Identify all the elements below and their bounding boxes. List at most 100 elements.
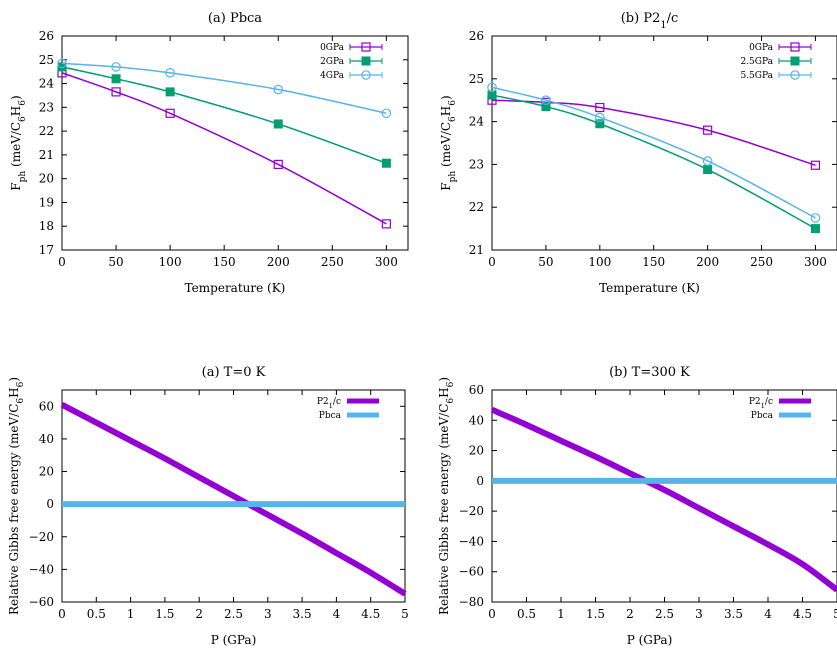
- data-point: [273, 159, 283, 169]
- legend-label: 0GPa: [749, 43, 774, 53]
- y-axis-label: Relative Gibbs free energy (meV/C6H6): [7, 377, 26, 615]
- x-tick-label: 4: [764, 607, 772, 621]
- y-tick-label: −80: [459, 595, 484, 609]
- x-tick-label: 1.5: [586, 607, 605, 621]
- x-tick-label: 150: [642, 255, 665, 269]
- x-axis-label: Temperature (K): [599, 281, 700, 295]
- legend-label: 0GPa: [320, 43, 345, 53]
- legend-label: 2.5GPa: [740, 57, 773, 67]
- data-point: [273, 84, 284, 95]
- series-2: [487, 82, 821, 223]
- data-point: [703, 125, 713, 135]
- data-point: [165, 68, 175, 78]
- y-axis-label: Fph (meV/C6H6): [439, 95, 458, 190]
- x-tick-label: 0: [488, 255, 496, 269]
- y-tick-label: 21: [469, 243, 484, 257]
- x-tick-label: 150: [213, 255, 236, 269]
- y-tick-label: 60: [39, 399, 54, 413]
- y-tick-label: 20: [469, 444, 484, 458]
- x-axis-label: Temperature (K): [185, 281, 286, 295]
- chart-p2: 0 50 100 150 200 250 300 21 22 23 24 25 26 (b) P21/c T…: [439, 11, 837, 295]
- y-tick-label: −40: [29, 562, 54, 576]
- x-tick-label: 250: [321, 255, 344, 269]
- data-point: [381, 108, 392, 119]
- y-tick-label: 23: [39, 100, 54, 114]
- legend-label: 4GPa: [320, 71, 345, 81]
- legend: 0GPa 2.5GPa 5.5GPa: [740, 42, 812, 81]
- data-point: [487, 90, 497, 100]
- x-tick-label: 200: [267, 255, 290, 269]
- chart-title: (b) P21/c: [621, 11, 679, 31]
- x-tick-label: 5: [401, 607, 409, 621]
- legend-label: 5.5GPa: [740, 71, 773, 81]
- data-point: [702, 156, 713, 166]
- data-point: [165, 108, 175, 118]
- x-tick-label: 3: [264, 607, 272, 621]
- x-tick-label: 300: [804, 255, 827, 269]
- y-axis-label: Relative Gibbs free energy (meV/C6H6): [437, 377, 456, 615]
- y-tick-label: 40: [39, 432, 54, 446]
- legend-label: Pbca: [319, 411, 342, 421]
- series-line: [61, 66, 387, 164]
- legend-marker: [361, 56, 371, 66]
- data-point: [810, 160, 821, 170]
- x-tick-label: 100: [159, 255, 182, 269]
- x-tick-label: 5: [833, 607, 837, 621]
- data-point: [595, 112, 605, 123]
- data-point: [111, 62, 121, 72]
- x-tick-label: 4: [333, 607, 341, 621]
- x-tick-label: 0: [488, 607, 496, 621]
- legend-marker: [790, 70, 800, 80]
- x-tick-label: 4.5: [361, 607, 380, 621]
- series-2: [57, 58, 392, 119]
- legend-label: 2GPa: [320, 57, 345, 67]
- y-tick-label: 23: [469, 157, 484, 171]
- x-tick-label: 2.5: [655, 607, 674, 621]
- series-line: [491, 86, 816, 219]
- data-point: [487, 82, 497, 93]
- legend-label: P21/c: [749, 397, 773, 410]
- y-tick-label: 25: [39, 53, 54, 67]
- y-tick-label: −60: [459, 565, 484, 579]
- series-line: [60, 402, 407, 597]
- y-tick-label: 40: [469, 413, 484, 427]
- x-tick-label: 0.5: [517, 607, 536, 621]
- y-tick-label: 18: [39, 219, 54, 233]
- x-axis-label: P (GPa): [211, 633, 257, 647]
- y-tick-label: 22: [39, 124, 54, 138]
- legend-label: Pbca: [751, 411, 774, 421]
- x-tick-label: 1: [127, 607, 135, 621]
- series-0: [60, 402, 407, 597]
- legend-marker: [361, 70, 371, 80]
- series-line: [61, 62, 387, 115]
- y-tick-label: 20: [39, 465, 54, 479]
- series-0: [57, 68, 391, 229]
- x-tick-label: 2: [626, 607, 634, 621]
- data-point: [381, 219, 391, 229]
- chart-p3: 0 0.5 1 1.5 2 2.5 3 3.5 4 4.5 5 −60 −40 −20 0 20 40 60 (a)…: [7, 365, 409, 647]
- y-axis-label: Fph (meV/C6H6): [9, 95, 28, 190]
- legend-label: P21/c: [317, 397, 341, 410]
- x-axis-label: P (GPa): [627, 633, 673, 647]
- series-0: [490, 406, 837, 593]
- data-point: [703, 165, 713, 175]
- data-point: [111, 87, 121, 97]
- x-tick-label: 3: [695, 607, 703, 621]
- x-tick-label: 1.5: [155, 607, 174, 621]
- data-point: [541, 95, 551, 105]
- chart-title: (a) Pbca: [208, 11, 262, 26]
- y-tick-label: 0: [476, 474, 484, 488]
- y-tick-label: −20: [29, 530, 54, 544]
- x-tick-label: 0.5: [87, 607, 106, 621]
- data-point: [595, 102, 605, 113]
- plot-frame: [491, 35, 837, 251]
- x-tick-label: 0: [58, 255, 66, 269]
- data-point: [810, 213, 821, 223]
- chart-title: (a) T=0 K: [202, 365, 266, 380]
- series-1: [57, 62, 391, 168]
- y-tick-label: 26: [39, 29, 54, 43]
- series-0: [487, 95, 821, 170]
